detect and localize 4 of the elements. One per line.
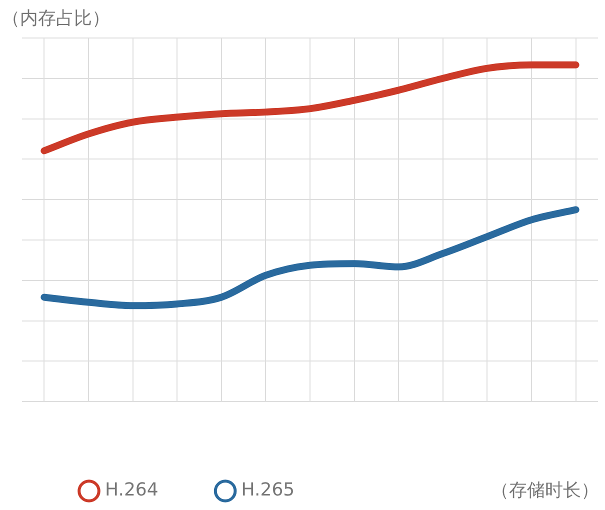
legend-label: H.265 <box>241 480 295 501</box>
x-axis-title: （存储时长） <box>491 479 599 502</box>
legend-label: H.264 <box>105 480 158 501</box>
y-axis-title: （内存占比） <box>2 7 110 30</box>
